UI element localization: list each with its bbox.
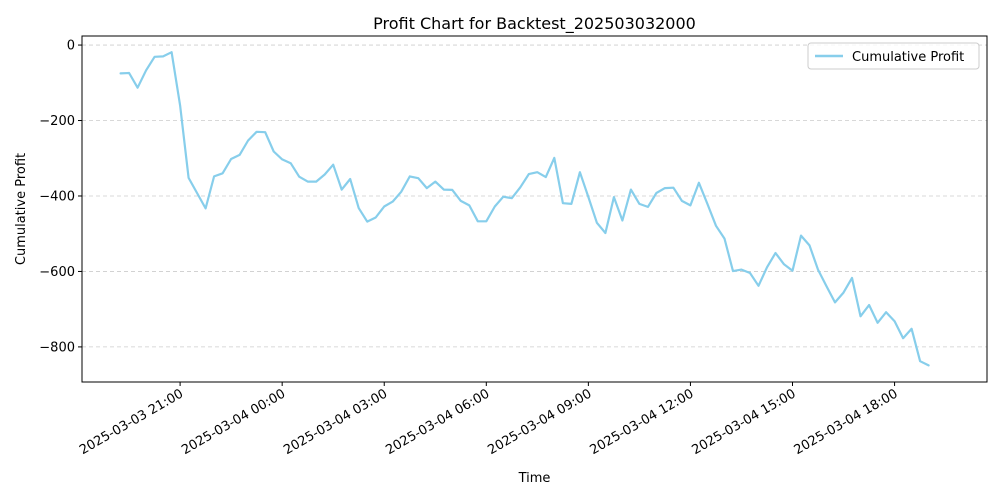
- x-tick-label: 2025-03-04 09:00: [485, 386, 594, 458]
- y-tick-label: −600: [39, 265, 75, 280]
- x-tick-label: 2025-03-04 15:00: [690, 386, 799, 458]
- legend: Cumulative Profit: [807, 42, 980, 70]
- x-tick-label: 2025-03-04 03:00: [281, 386, 390, 458]
- series-line-cumulative-profit: [119, 51, 930, 367]
- x-tick-label: 2025-03-04 00:00: [179, 386, 288, 458]
- x-tick-label: 2025-03-04 06:00: [383, 386, 492, 458]
- x-tick-label: 2025-03-04 12:00: [587, 386, 696, 458]
- y-tick-label: −200: [39, 114, 75, 129]
- series-layer: [119, 51, 930, 367]
- grid-layer: [82, 44, 987, 348]
- y-tick-label: −800: [39, 340, 75, 355]
- y-axis: 0 −200 −400 −600 −800: [39, 39, 82, 355]
- x-axis-title: Time: [518, 471, 551, 486]
- legend-label: Cumulative Profit: [852, 50, 964, 65]
- y-tick-label: −400: [39, 189, 75, 204]
- y-axis-title: Cumulative Profit: [14, 153, 29, 265]
- x-tick-label: 2025-03-03 21:00: [77, 386, 186, 458]
- x-tick-label: 2025-03-04 18:00: [792, 386, 901, 458]
- y-tick-label: 0: [67, 39, 75, 54]
- plot-frame: [81, 35, 988, 383]
- chart-title: Profit Chart for Backtest_202503032000: [373, 14, 696, 34]
- legend-box: [807, 42, 980, 70]
